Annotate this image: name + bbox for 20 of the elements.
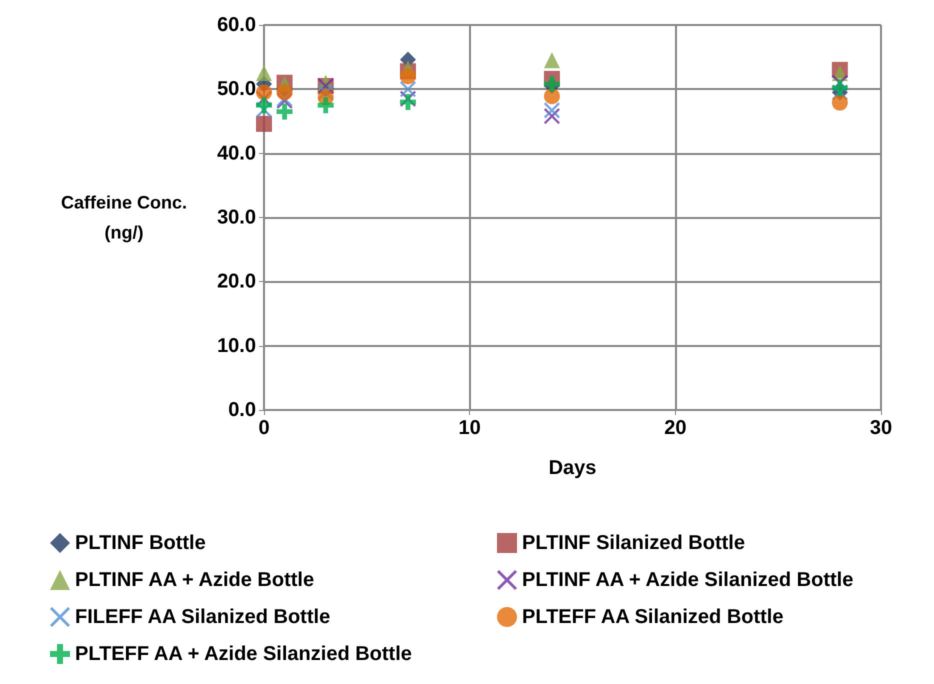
y-tick-label: 40.0: [217, 142, 256, 164]
legend-label: PLTINF AA + Azide Bottle: [75, 569, 314, 591]
y-tick-label: 10.0: [217, 334, 256, 357]
legend-label: FILEFF AA Silanized Bottle: [75, 606, 330, 628]
x-tick-label: 30: [870, 417, 892, 439]
x-tick-label: 10: [458, 417, 481, 439]
y-axis-title: Caffeine Conc. (ng/): [60, 192, 188, 242]
legend-label: PLTEFF AA Silanized Bottle: [522, 606, 784, 628]
y-tick-label: 20.0: [217, 270, 256, 293]
x-tick-label: 20: [664, 417, 686, 439]
legend-label: PLTINF Bottle: [75, 532, 206, 554]
y-tick-label: 60.0: [217, 14, 256, 36]
y-tick-label: 50.0: [217, 78, 256, 100]
y-tick-label: 30.0: [217, 206, 256, 228]
legend-label: PLTEFF AA + Azide Silanzied Bottle: [75, 643, 412, 665]
legend-label: PLTINF AA + Azide Silanized Bottle: [522, 569, 854, 591]
legend-label: PLTINF Silanized Bottle: [522, 532, 745, 554]
x-tick-label: 0: [258, 417, 270, 439]
y-tick-label: 0.0: [228, 399, 256, 421]
x-axis-title: Days: [548, 457, 596, 479]
